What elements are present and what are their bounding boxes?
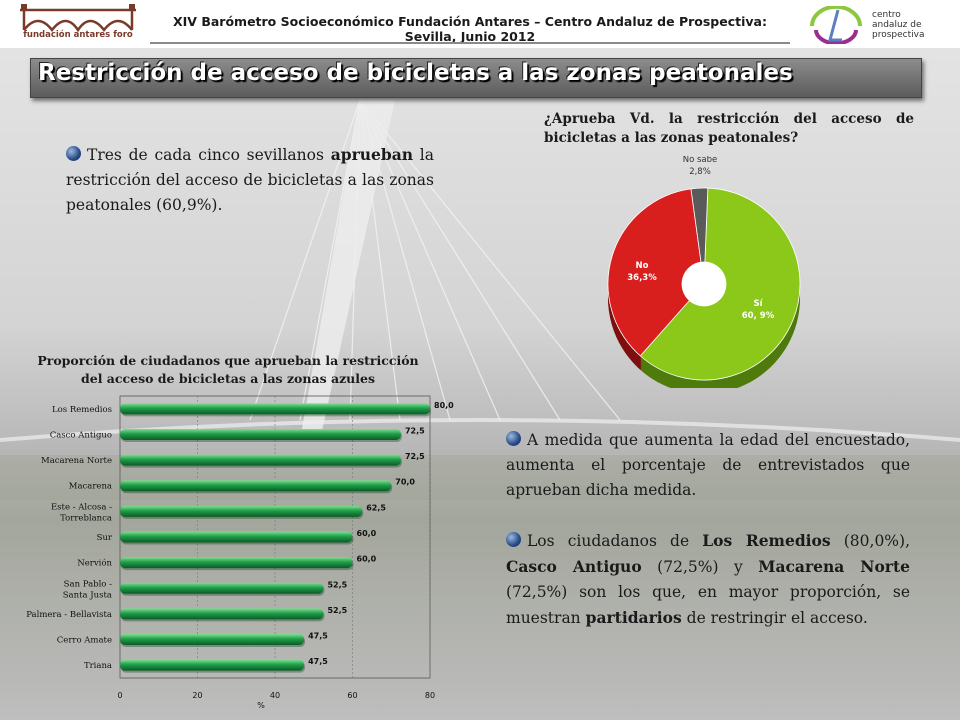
para3-bold-3: Macarena Norte — [758, 557, 910, 576]
para3-part-5: de restringir el acceso. — [681, 609, 868, 627]
logo-right-line-1: centro — [872, 10, 901, 20]
bar-value-label-10: 47,5 — [308, 657, 328, 666]
para1-bold-1: aprueban — [330, 145, 414, 164]
logo-right-text: centro andaluz de prospectiva — [872, 10, 956, 40]
x-tick-label-4: 80 — [425, 691, 435, 700]
fundacion-antares-logo-icon — [20, 4, 136, 33]
x-tick-label-3: 60 — [347, 691, 357, 700]
para3-bold-4: partidarios — [585, 608, 682, 627]
bar-value-label-0: 80,0 — [434, 401, 454, 410]
bar-value-label-8: 52,5 — [327, 606, 347, 615]
logo-right-line-2: andaluz de — [872, 20, 922, 30]
bar-8 — [120, 608, 324, 620]
pie-chart-title: ¿Aprueba Vd. la restricción del acceso d… — [544, 111, 914, 146]
x-tick-label-1: 20 — [192, 691, 202, 700]
pie-slice-name-1: No — [636, 261, 649, 271]
age-paragraph: A medida que aumenta la edad del encuest… — [506, 428, 910, 503]
bar-value-label-9: 47,5 — [308, 632, 328, 641]
category-label-10: Triana — [84, 661, 112, 671]
x-tick-label-0: 0 — [117, 691, 122, 700]
category-label-0: Los Remedios — [52, 405, 112, 415]
pie-slice-label-1: 36,3% — [627, 273, 657, 283]
donut-hole — [682, 262, 726, 306]
x-axis-label: % — [257, 701, 265, 710]
category-label-9: Cerro Amate — [57, 636, 112, 646]
category-label-1: Casco Antiguo — [50, 430, 112, 440]
para3-part-3: (72,5%) y — [641, 558, 759, 576]
category-label-2: Macarena Norte — [41, 456, 112, 466]
slide-title: Restricción de acceso de bicicletas a la… — [38, 60, 793, 86]
para3-bold-2: Casco Antiguo — [506, 557, 642, 576]
bar-value-label-1: 72,5 — [405, 426, 425, 435]
category-label-6: Nervión — [77, 558, 112, 569]
bar-5 — [120, 531, 353, 543]
category-label-8: Palmera - Bellavista — [26, 610, 112, 620]
pie-slice-name-0: Sí — [753, 299, 763, 309]
bullet-icon — [506, 532, 521, 547]
bar-value-label-7: 52,5 — [327, 580, 347, 589]
approval-donut-chart: Sí 60, 9% No 36,3% No sabe 2,8% — [607, 156, 801, 388]
category-label-5: Sur — [97, 533, 113, 543]
bar-1 — [120, 428, 401, 440]
para1-part-2: la restricción del acceso de bicicletas … — [66, 146, 434, 214]
bullet-icon — [506, 431, 521, 446]
para3-part-2: (80,0%), — [830, 532, 911, 550]
summary-paragraph: Tres de cada cinco sevillanos aprueban l… — [66, 142, 434, 218]
para3-part-4: (72,5%) son los que, en mayor proporción… — [506, 583, 910, 627]
bar-value-label-2: 72,5 — [405, 452, 425, 461]
para1-part-1: Tres de cada cinco sevillanos — [87, 146, 331, 164]
logo-right-line-3: prospectiva — [872, 30, 925, 40]
para2-text: A medida que aumenta la edad del encuest… — [506, 431, 910, 499]
bullet-icon — [66, 146, 81, 161]
bar-4 — [120, 505, 363, 517]
header-divider — [150, 42, 790, 44]
category-label-3: Macarena — [69, 482, 112, 492]
pie-slice-label-0: 60, 9% — [742, 311, 775, 321]
bar-2 — [120, 454, 401, 466]
bar-7 — [120, 582, 324, 594]
bar-6 — [120, 557, 353, 569]
centro-andaluz-logo-icon — [810, 6, 862, 44]
slide-title-bar — [30, 58, 922, 98]
bar-value-label-4: 62,5 — [366, 503, 386, 512]
pie-slice-label-2: 2,8% — [689, 167, 711, 177]
header-title: XIV Barómetro Socioeconómico Fundación A… — [173, 14, 767, 44]
logo-left-text: fundación antares foro — [23, 30, 133, 40]
bar-10 — [120, 659, 305, 671]
pie-slice-name-2: No sabe — [683, 156, 718, 165]
bar-chart-title: Proporción de ciudadanos que aprueban la… — [37, 353, 419, 386]
bar-3 — [120, 480, 392, 492]
bar-value-label-3: 70,0 — [395, 478, 415, 487]
para3-part-1: Los ciudadanos de — [527, 532, 703, 550]
districts-paragraph: Los ciudadanos de Los Remedios (80,0%), … — [506, 528, 910, 631]
category-label-7: San Pablo -Santa Justa — [63, 579, 112, 600]
bar-9 — [120, 634, 305, 646]
bar-0 — [120, 403, 430, 415]
bar-value-label-5: 60,0 — [357, 529, 377, 538]
x-tick-label-2: 40 — [270, 691, 280, 700]
para3-bold-1: Los Remedios — [702, 531, 831, 550]
district-bar-chart: 0 20 40 60 80% 80,0 Los Remedios 72,5 Casco Anti… — [26, 395, 454, 710]
category-label-4: Este - Alcosa -Torreblanca — [51, 502, 112, 523]
bar-value-label-6: 60,0 — [357, 555, 377, 564]
